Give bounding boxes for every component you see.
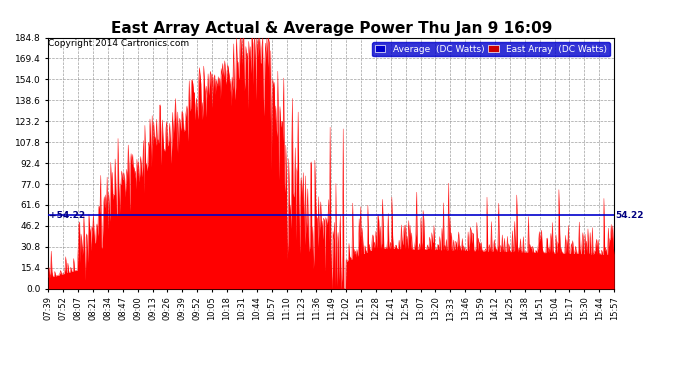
Title: East Array Actual & Average Power Thu Jan 9 16:09: East Array Actual & Average Power Thu Ja… (110, 21, 552, 36)
Text: Copyright 2014 Cartronics.com: Copyright 2014 Cartronics.com (48, 39, 190, 48)
Text: +54.22: +54.22 (50, 210, 86, 219)
Text: 54.22: 54.22 (615, 210, 644, 219)
Legend: Average  (DC Watts), East Array  (DC Watts): Average (DC Watts), East Array (DC Watts… (372, 42, 609, 56)
